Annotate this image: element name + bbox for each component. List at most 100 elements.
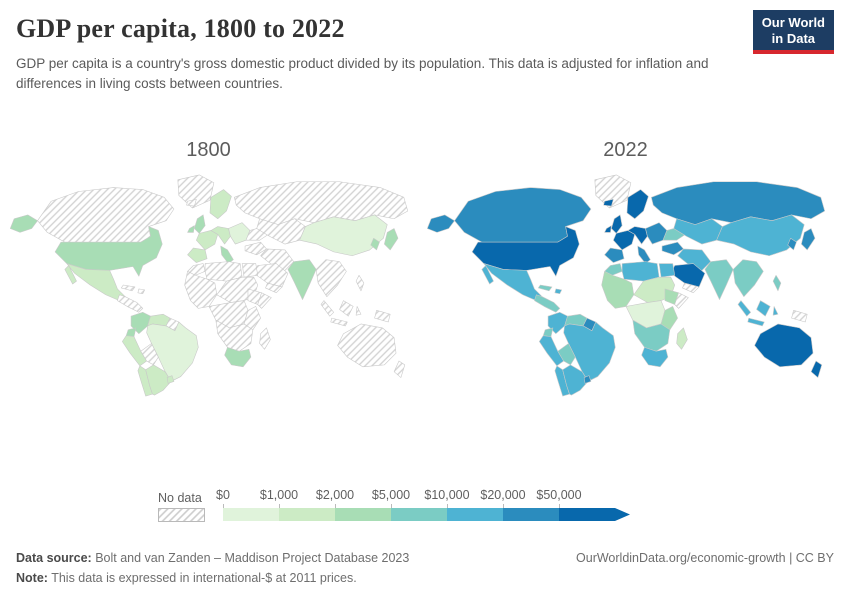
philippines-region[interactable] — [355, 274, 364, 291]
west-africa-region[interactable] — [600, 270, 634, 309]
korea-region[interactable] — [369, 237, 380, 250]
south-africa-region[interactable] — [640, 346, 668, 367]
morocco-region[interactable] — [603, 262, 622, 276]
new-zealand-region[interactable] — [393, 360, 405, 378]
legend-segment[interactable] — [279, 508, 335, 521]
southern-africa-region[interactable] — [632, 319, 670, 352]
algeria-libya-region[interactable] — [621, 260, 659, 281]
france-region[interactable] — [612, 229, 635, 250]
russia-region[interactable] — [650, 180, 825, 225]
iberia-region[interactable] — [603, 247, 624, 263]
central-america-region[interactable] — [116, 293, 143, 313]
borneo-region[interactable] — [755, 299, 770, 316]
greenland-region[interactable] — [177, 174, 214, 208]
egypt-region[interactable] — [658, 262, 675, 277]
borneo-region[interactable] — [338, 299, 353, 316]
no-data-swatch[interactable] — [158, 508, 205, 522]
uk-region[interactable] — [610, 214, 622, 234]
yemen-region[interactable] — [264, 282, 282, 293]
ecuador-region[interactable] — [542, 327, 553, 337]
java-region[interactable] — [329, 317, 348, 326]
sumatra-region[interactable] — [737, 299, 751, 316]
morocco-region[interactable] — [186, 262, 205, 276]
ecuador-region[interactable] — [125, 327, 136, 337]
sumatra-region[interactable] — [320, 299, 334, 316]
sulawesi-region[interactable] — [772, 305, 778, 315]
alaska-region[interactable] — [9, 214, 38, 233]
china-region[interactable] — [715, 214, 805, 256]
west-africa-region[interactable] — [183, 270, 217, 309]
egypt-region[interactable] — [241, 262, 258, 277]
turkey-region[interactable] — [244, 241, 267, 255]
central-america-region[interactable] — [533, 293, 560, 313]
turkey-region[interactable] — [661, 241, 684, 255]
scandinavia-region[interactable] — [209, 188, 232, 219]
italy-region[interactable] — [636, 245, 651, 264]
legend-segment[interactable] — [223, 508, 279, 521]
ireland-region[interactable] — [186, 224, 195, 233]
europe-east-region[interactable] — [644, 221, 667, 244]
legend-segment[interactable] — [391, 508, 447, 521]
legend-segment[interactable] — [559, 508, 615, 521]
se-asia-region[interactable] — [315, 258, 347, 297]
somalia-region[interactable] — [673, 292, 689, 309]
hispaniola-region[interactable] — [554, 288, 562, 294]
argentina-region[interactable] — [144, 364, 171, 395]
legend-segment[interactable] — [335, 508, 391, 521]
madagascar-region[interactable] — [675, 327, 688, 350]
cuba-region[interactable] — [120, 284, 135, 291]
map-1800[interactable] — [4, 172, 414, 398]
india-region[interactable] — [704, 258, 733, 300]
new-guinea-region[interactable] — [790, 309, 807, 322]
legend-segment[interactable] — [503, 508, 559, 521]
greenland-region[interactable] — [594, 174, 631, 208]
uruguay-region[interactable] — [166, 374, 174, 384]
new-zealand-region[interactable] — [810, 360, 822, 378]
new-guinea-region[interactable] — [373, 309, 390, 322]
korea-region[interactable] — [786, 237, 797, 250]
europe-east-region[interactable] — [227, 221, 250, 244]
russia-region[interactable] — [233, 180, 408, 225]
iberia-region[interactable] — [186, 247, 207, 263]
east-africa-region[interactable] — [243, 305, 261, 330]
argentina-region[interactable] — [561, 364, 588, 395]
hispaniola-region[interactable] — [137, 288, 145, 294]
venezuela-region[interactable] — [563, 313, 587, 326]
australia-region[interactable] — [753, 323, 813, 367]
china-region[interactable] — [298, 214, 388, 256]
peru-region[interactable] — [121, 334, 147, 366]
sulawesi-region[interactable] — [355, 305, 361, 315]
france-region[interactable] — [195, 229, 218, 250]
australia-region[interactable] — [336, 323, 396, 367]
india-region[interactable] — [287, 258, 316, 300]
map-2022[interactable] — [421, 172, 831, 398]
central-africa-region[interactable] — [625, 299, 665, 328]
scandinavia-region[interactable] — [626, 188, 649, 219]
east-africa-region[interactable] — [660, 305, 678, 330]
algeria-libya-region[interactable] — [204, 260, 242, 281]
uk-region[interactable] — [193, 214, 205, 234]
japan-region[interactable] — [800, 227, 815, 250]
legend-segment[interactable] — [447, 508, 503, 521]
japan-region[interactable] — [383, 227, 398, 250]
se-asia-region[interactable] — [732, 258, 764, 297]
footer-credit-link[interactable]: OurWorldinData.org/economic-growth | CC … — [576, 551, 834, 565]
peru-region[interactable] — [538, 334, 564, 366]
iceland-region[interactable] — [185, 198, 197, 206]
madagascar-region[interactable] — [258, 327, 271, 350]
bolivia-region[interactable] — [140, 342, 159, 365]
uruguay-region[interactable] — [583, 374, 591, 384]
southern-africa-region[interactable] — [215, 319, 253, 352]
owid-logo[interactable]: Our World in Data — [752, 10, 834, 55]
bolivia-region[interactable] — [557, 342, 576, 365]
ireland-region[interactable] — [603, 224, 612, 233]
java-region[interactable] — [746, 317, 765, 326]
cuba-region[interactable] — [537, 284, 552, 291]
alaska-region[interactable] — [426, 214, 455, 233]
yemen-region[interactable] — [681, 282, 699, 293]
philippines-region[interactable] — [772, 274, 781, 291]
south-africa-region[interactable] — [223, 346, 251, 367]
central-africa-region[interactable] — [208, 299, 248, 328]
venezuela-region[interactable] — [146, 313, 170, 326]
iceland-region[interactable] — [602, 198, 614, 206]
